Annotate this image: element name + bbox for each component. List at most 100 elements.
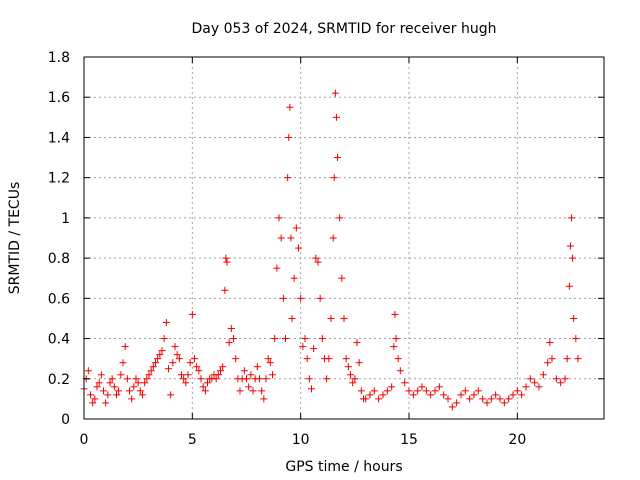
data-point — [269, 371, 276, 379]
data-point — [191, 355, 198, 363]
data-point — [139, 391, 146, 399]
data-point — [214, 371, 222, 379]
data-point — [271, 335, 279, 343]
data-point — [479, 395, 487, 403]
data-point — [305, 375, 313, 383]
data-point — [288, 314, 296, 322]
data-point — [147, 367, 155, 375]
data-point — [136, 387, 144, 395]
data-point — [390, 343, 398, 351]
chart-title: Day 053 of 2024, SRMTID for receiver hug… — [192, 21, 497, 37]
data-point — [310, 345, 318, 353]
data-point — [334, 154, 341, 162]
data-point — [236, 387, 244, 395]
y-tick-label: 1 — [61, 211, 70, 227]
data-point — [414, 387, 422, 395]
data-point — [366, 391, 374, 399]
data-point — [440, 391, 448, 399]
data-point — [258, 387, 266, 395]
data-point — [563, 355, 571, 363]
data-point — [204, 379, 211, 387]
data-point — [260, 395, 268, 403]
data-point — [121, 343, 129, 351]
y-tick-label: 0.2 — [48, 372, 70, 388]
data-point — [253, 363, 261, 371]
data-point — [212, 375, 220, 383]
y-tick-label: 1.8 — [48, 50, 70, 66]
data-point — [295, 244, 302, 252]
y-axis-label: SRMTID / TECUs — [7, 182, 23, 295]
data-point — [535, 383, 543, 391]
data-point — [193, 363, 201, 371]
data-point — [332, 113, 340, 121]
data-point — [370, 387, 378, 395]
data-point — [225, 339, 233, 347]
data-point — [548, 355, 556, 363]
data-point — [141, 379, 149, 387]
data-point — [134, 379, 142, 387]
data-point — [546, 339, 554, 347]
data-point — [93, 383, 101, 391]
data-point — [557, 379, 565, 387]
data-point — [126, 387, 133, 395]
data-point — [569, 254, 577, 262]
data-point — [483, 399, 491, 407]
data-point — [285, 133, 293, 141]
data-point — [123, 375, 131, 383]
data-point — [347, 371, 354, 379]
data-point — [444, 395, 452, 403]
data-point — [102, 399, 110, 407]
data-point — [175, 355, 183, 363]
data-point — [572, 335, 580, 343]
data-point — [329, 234, 337, 242]
data-point — [106, 379, 114, 387]
data-point — [266, 359, 274, 367]
data-point — [117, 371, 125, 379]
data-point — [561, 375, 569, 383]
data-point — [351, 375, 359, 383]
data-point — [379, 391, 387, 399]
x-tick-label: 10 — [292, 432, 310, 448]
data-point — [169, 359, 177, 367]
x-tick-label: 0 — [80, 432, 89, 448]
data-point — [331, 89, 339, 97]
data-point — [119, 359, 127, 367]
data-point — [513, 387, 521, 395]
data-point — [431, 387, 439, 395]
data-point — [401, 379, 409, 387]
data-point — [409, 391, 417, 399]
data-point — [165, 365, 172, 373]
data-point — [323, 375, 331, 383]
data-point — [262, 375, 270, 383]
data-point — [574, 355, 582, 363]
data-point — [115, 387, 123, 395]
data-point — [108, 375, 116, 383]
data-point — [301, 335, 309, 343]
data-point — [201, 387, 209, 395]
data-point — [158, 347, 166, 355]
data-point — [87, 391, 94, 399]
data-point — [152, 359, 159, 367]
x-axis-label: GPS time / hours — [285, 459, 402, 475]
data-point — [249, 387, 257, 395]
data-point — [391, 310, 399, 318]
y-tick-label: 0 — [61, 412, 70, 428]
data-point — [487, 395, 495, 403]
data-point — [292, 224, 300, 232]
data-point — [275, 214, 283, 222]
data-point — [182, 379, 190, 387]
data-point — [405, 387, 413, 395]
data-point — [264, 355, 272, 363]
data-point — [273, 264, 281, 272]
data-point — [496, 395, 504, 403]
data-point — [128, 395, 136, 403]
data-point — [287, 234, 295, 242]
data-point — [197, 375, 205, 383]
data-point — [522, 383, 530, 391]
data-point — [167, 391, 175, 399]
data-point — [91, 395, 99, 403]
data-point — [470, 391, 478, 399]
data-point — [145, 371, 153, 379]
data-point — [113, 391, 120, 399]
data-point — [362, 395, 370, 403]
